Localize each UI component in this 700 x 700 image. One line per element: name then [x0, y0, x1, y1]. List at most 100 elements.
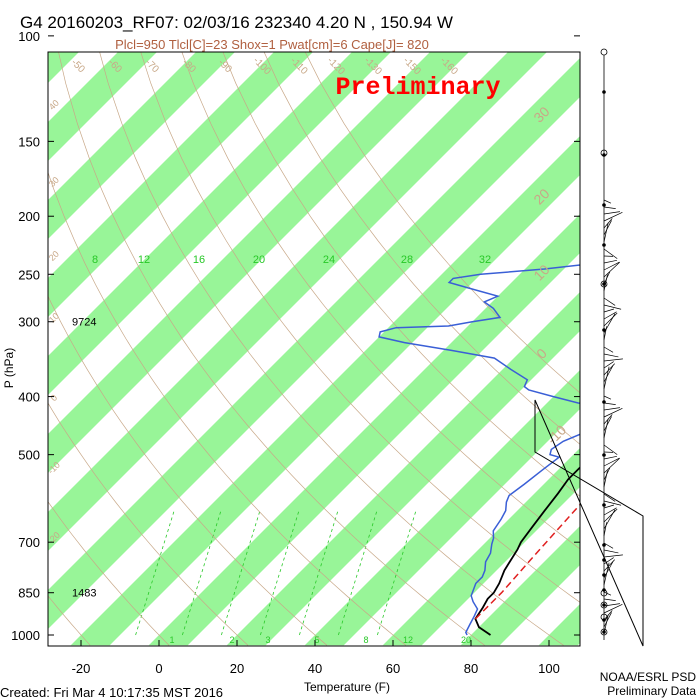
barb-calm-circle	[600, 280, 608, 288]
y-axis-label: P (hPa)	[2, 348, 16, 388]
wind-barb	[603, 346, 614, 353]
y-tick-label: 250	[18, 267, 40, 282]
wind-barb	[603, 493, 616, 502]
wind-barb	[603, 457, 620, 467]
wind-barb	[603, 326, 608, 341]
wind-barb	[603, 562, 610, 586]
dry-adiabat	[263, 52, 580, 445]
x-tick-label: 20	[230, 661, 244, 676]
wind-barb	[603, 416, 612, 432]
dry-adiabat	[48, 402, 249, 646]
wind-barb	[603, 311, 617, 320]
wind-barb	[603, 361, 614, 369]
barb-dot	[602, 243, 606, 247]
x-tick-label: 0	[155, 661, 162, 676]
preliminary-stamp: Preliminary	[335, 73, 500, 102]
y-tick-label: 1000	[11, 628, 40, 643]
mixing-ratio-label: 8	[363, 635, 368, 645]
isotherm-band	[460, 525, 580, 646]
y-tick-label: 150	[18, 134, 40, 149]
barb-dot	[602, 603, 606, 607]
wind-barb	[603, 308, 615, 313]
isotherm-band	[382, 447, 580, 646]
wind-barb-panel	[534, 48, 644, 647]
barb-calm-circle	[600, 628, 608, 636]
x-axis-label: Temperature (F)	[304, 680, 390, 694]
wind-barb	[603, 557, 614, 565]
wind-barb	[603, 312, 618, 327]
wind-barb	[603, 598, 616, 602]
mixing-ratio-label: 20	[461, 635, 471, 645]
wind-barb	[603, 504, 615, 509]
created-timestamp: Created: Fri Mar 4 10:17:35 MST 2016	[0, 685, 223, 700]
isotherm-band	[48, 52, 80, 84]
wind-barb	[603, 508, 618, 523]
y-tick-label: 850	[18, 586, 40, 601]
mixing-ratio-line	[182, 510, 222, 636]
isotherm-band	[48, 52, 469, 473]
y-tick-label: 500	[18, 448, 40, 463]
x-tick-label: 60	[386, 661, 400, 676]
wind-barb	[603, 222, 609, 243]
dry-adiabat	[304, 52, 580, 394]
y-tick-label: 200	[18, 209, 40, 224]
barb-dot	[602, 543, 606, 547]
mixing-ratio-label: 20	[253, 254, 265, 266]
wind-barb	[603, 542, 614, 549]
wind-barb	[603, 248, 618, 259]
y-tick-label: 100	[18, 29, 40, 44]
mixing-ratio-label: 16	[193, 254, 205, 266]
y-tick-label: 700	[18, 535, 40, 550]
wind-barb	[603, 402, 616, 406]
wind-barb	[603, 522, 608, 537]
barb-dot	[602, 558, 606, 562]
wind-barb	[603, 353, 619, 358]
x-tick-label: 80	[464, 661, 478, 676]
isotherm-band	[48, 52, 158, 161]
mixing-ratio-line	[260, 510, 300, 636]
height-label: 1483	[72, 588, 96, 600]
wind-barb	[603, 261, 620, 271]
wind-barb	[603, 407, 620, 411]
wind-barb	[603, 549, 619, 554]
wind-barb	[603, 458, 620, 474]
chart-subtitle: Plcl=950 Tlcl[C]=23 Shox=1 Pwat[cm]=6 Ca…	[115, 37, 429, 52]
wind-barb	[603, 259, 618, 264]
mixing-ratio-label: 5	[314, 635, 319, 645]
isotherm-bands	[48, 52, 580, 646]
isotherm-band	[48, 52, 236, 239]
wind-barb	[603, 211, 620, 215]
dry-adiabat	[99, 52, 564, 646]
barb-dot	[602, 453, 606, 457]
wind-barb	[603, 418, 609, 439]
barb-calm-circle	[600, 613, 608, 621]
wind-barb	[603, 199, 612, 204]
mixing-ratio-label: 12	[403, 635, 413, 645]
dry-adiabat	[48, 501, 170, 646]
barb-dot	[602, 400, 606, 404]
mixing-ratio-line	[338, 510, 378, 636]
wind-barb	[603, 304, 622, 310]
wind-barb	[603, 297, 616, 306]
wind-barb	[603, 206, 616, 210]
wind-barb	[603, 395, 612, 400]
barb-dot	[602, 503, 606, 507]
dry-adiabat	[222, 52, 580, 497]
barb-calm-circle	[600, 589, 608, 597]
wind-barb	[603, 262, 620, 278]
barb-dot	[602, 630, 606, 634]
mixing-ratio-label: 8	[92, 254, 98, 266]
dry-adiabat	[58, 52, 485, 646]
mixing-ratio-lines	[135, 510, 417, 636]
barb-dot	[602, 282, 606, 286]
barb-calm-circle	[600, 601, 608, 609]
mixing-ratio-line	[377, 510, 417, 636]
x-tick-label: -20	[72, 661, 91, 676]
dry-adiabat	[181, 52, 580, 550]
wind-barb	[603, 455, 618, 460]
wind-barb	[603, 407, 623, 418]
parcel-path-line	[474, 503, 580, 620]
